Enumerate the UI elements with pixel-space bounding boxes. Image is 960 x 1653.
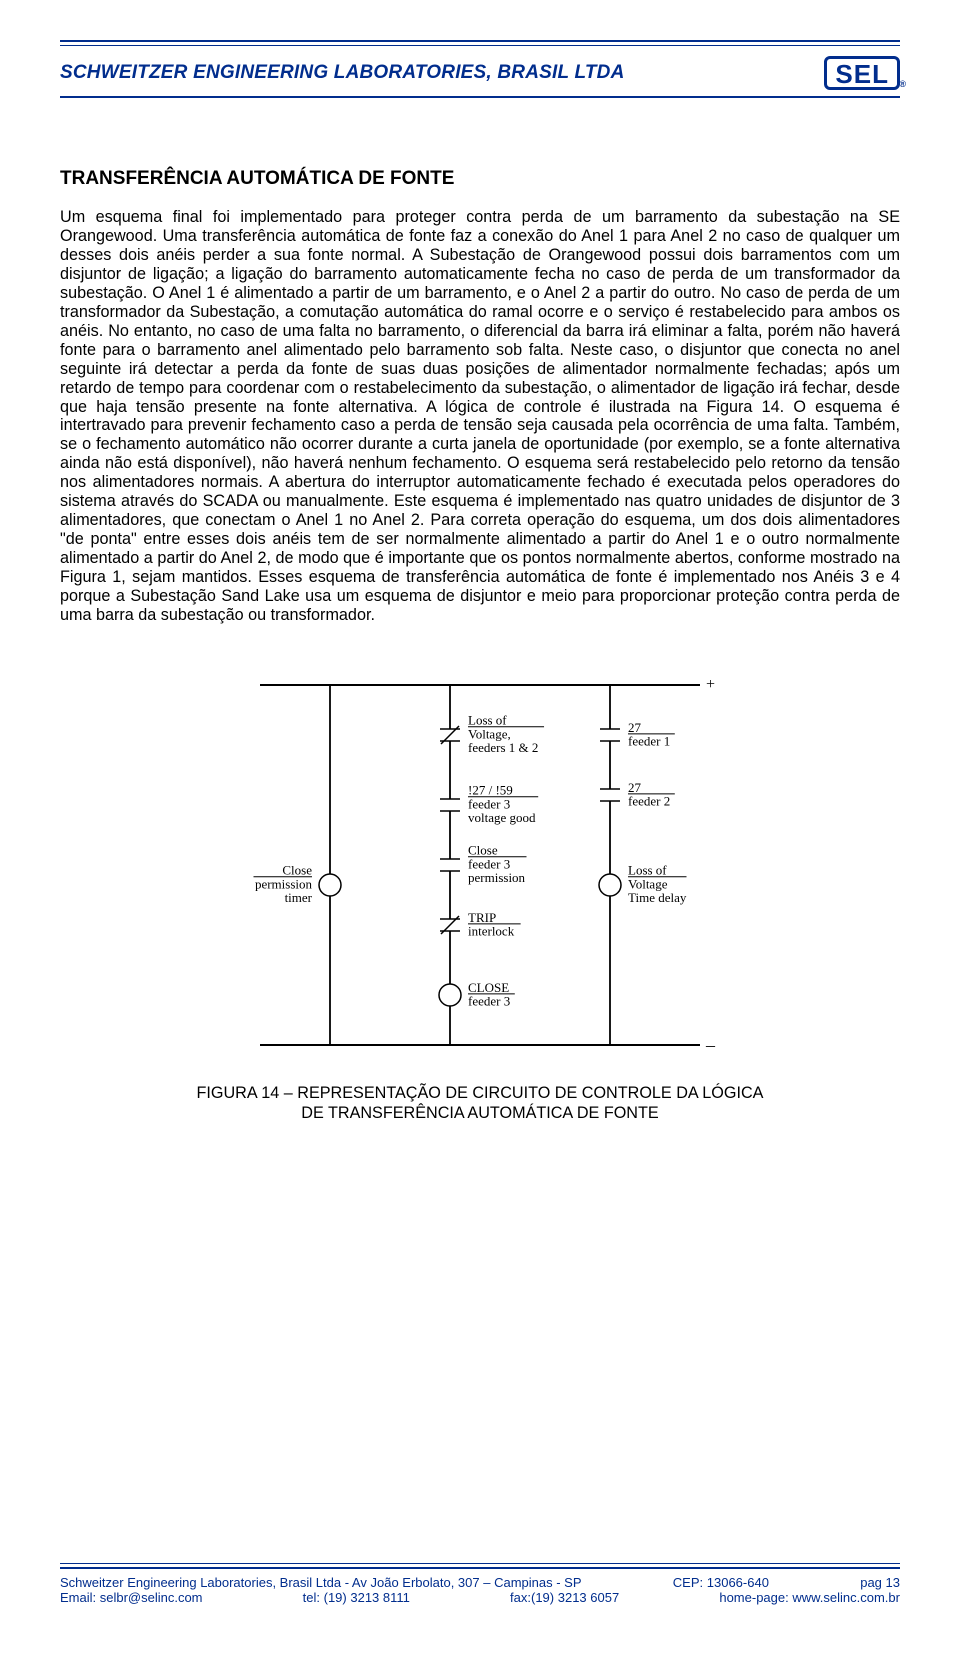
svg-text:+: + [706,676,715,693]
footer-line-1: Schweitzer Engineering Laboratories, Bra… [60,1575,900,1590]
logo-frame: SEL ® [824,56,900,90]
svg-text:feeder 3: feeder 3 [468,993,510,1008]
svg-text:–: – [705,1035,716,1055]
ladder-diagram-svg: +–ClosepermissiontimerLoss ofVoltage,fee… [220,665,740,1065]
section-title: TRANSFERÊNCIA AUTOMÁTICA DE FONTE [60,168,900,190]
footer-rule-thick [60,1567,900,1569]
footer-email: Email: selbr@selinc.com [60,1590,203,1605]
figure-caption: FIGURA 14 – REPRESENTAÇÃO DE CIRCUITO DE… [197,1083,764,1124]
svg-text:Time delay: Time delay [628,890,687,905]
footer-homepage: home-page: www.selinc.com.br [719,1590,900,1605]
section-body: Um esquema final foi implementado para p… [60,208,900,625]
svg-text:interlock: interlock [468,923,515,938]
footer-tel: tel: (19) 3213 8111 [303,1590,410,1605]
footer-page: pag 13 [860,1575,900,1590]
header-rule-bottom [60,96,900,98]
figure-caption-line2: DE TRANSFERÊNCIA AUTOMÁTICA DE FONTE [301,1104,658,1122]
footer-address: Schweitzer Engineering Laboratories, Bra… [60,1575,582,1590]
svg-text:timer: timer [285,890,313,905]
figure-14: +–ClosepermissiontimerLoss ofVoltage,fee… [60,665,900,1124]
svg-text:feeder 2: feeder 2 [628,793,670,808]
footer-line-2: Email: selbr@selinc.com tel: (19) 3213 8… [60,1590,900,1605]
logo-text: SEL [835,59,889,89]
header-rule-thin [60,45,900,46]
footer-rule-thin [60,1563,900,1564]
footer-cep: CEP: 13066-640 [673,1575,769,1590]
logo-registered: ® [899,80,907,89]
company-name: SCHWEITZER ENGINEERING LABORATORIES, BRA… [60,62,625,84]
svg-text:feeders 1 & 2: feeders 1 & 2 [468,740,538,755]
svg-text:permission: permission [468,870,526,885]
header-rule-top [60,40,900,42]
svg-text:voltage good: voltage good [468,810,536,825]
figure-caption-line1: FIGURA 14 – REPRESENTAÇÃO DE CIRCUITO DE… [197,1084,764,1102]
footer-fax: fax:(19) 3213 6057 [510,1590,619,1605]
logo: SEL ® [824,56,900,90]
header-row: SCHWEITZER ENGINEERING LABORATORIES, BRA… [60,56,900,90]
svg-text:feeder 1: feeder 1 [628,733,670,748]
page-footer: Schweitzer Engineering Laboratories, Bra… [60,1563,900,1605]
